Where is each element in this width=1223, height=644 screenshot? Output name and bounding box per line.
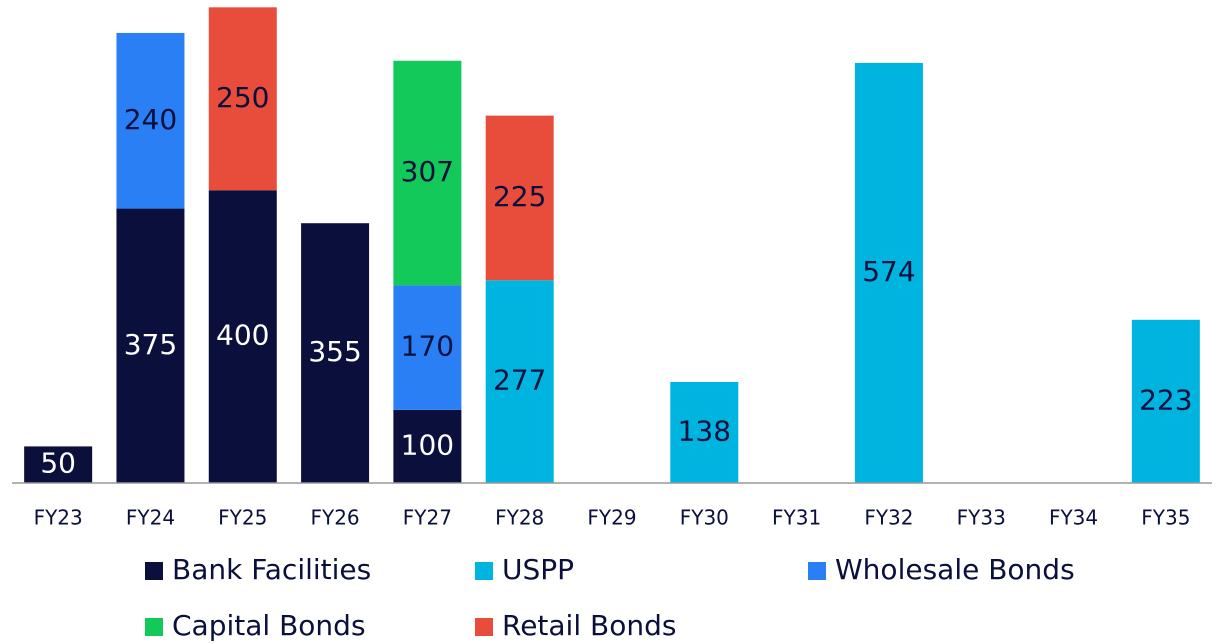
data-label: 225: [493, 180, 546, 213]
bar-segment: [208, 190, 277, 484]
legend-swatch: [145, 618, 163, 636]
data-label: 240: [124, 103, 177, 136]
x-tick-label: FY30: [680, 506, 729, 530]
data-label: 250: [216, 81, 269, 114]
x-tick-label: FY24: [126, 506, 175, 530]
bar-segment: [301, 223, 370, 484]
data-label: 50: [40, 447, 76, 480]
bar-segment: [116, 32, 185, 209]
legend-label: Capital Bonds: [172, 609, 366, 642]
bar-segment: [485, 280, 554, 483]
x-tick-label: FY31: [772, 506, 821, 530]
bar-segment: [116, 208, 185, 483]
x-tick-label: FY23: [34, 506, 83, 530]
legend-swatch: [808, 562, 826, 580]
bar-segment: [393, 60, 462, 286]
legend-swatch: [145, 562, 163, 580]
data-label: 100: [401, 428, 454, 461]
data-label: 170: [401, 330, 454, 363]
bar-segment: [485, 115, 554, 281]
legend-label: Wholesale Bonds: [835, 553, 1075, 586]
x-tick-label: FY33: [957, 506, 1006, 530]
x-tick-label: FY32: [864, 506, 913, 530]
legend-label: USPP: [502, 553, 574, 586]
bar-segment: [393, 409, 462, 483]
data-label: 355: [308, 335, 361, 368]
data-label: 574: [862, 255, 915, 288]
bar-segment: [1131, 319, 1200, 483]
data-label: 223: [1139, 383, 1192, 416]
data-label: 138: [678, 415, 731, 448]
bar-segment: [393, 285, 462, 410]
x-tick-label: FY29: [587, 506, 636, 530]
bar-segment: [854, 62, 923, 483]
data-label: 400: [216, 319, 269, 352]
data-label: 375: [124, 328, 177, 361]
x-tick-label: FY26: [310, 506, 359, 530]
x-tick-label: FY27: [403, 506, 452, 530]
x-tick-label: FY34: [1049, 506, 1098, 530]
x-tick-label: FY25: [218, 506, 267, 530]
legend-swatch: [475, 562, 493, 580]
x-tick-label: FY28: [495, 506, 544, 530]
data-label: 277: [493, 364, 546, 397]
x-tick-label: FY35: [1141, 506, 1190, 530]
bar-segment: [24, 446, 93, 483]
legend-swatch: [475, 618, 493, 636]
legend-label: Bank Facilities: [172, 553, 371, 586]
legend-label: Retail Bonds: [502, 609, 676, 642]
data-label: 307: [401, 155, 454, 188]
bar-segment: [208, 7, 277, 191]
bar-segment: [670, 382, 739, 483]
